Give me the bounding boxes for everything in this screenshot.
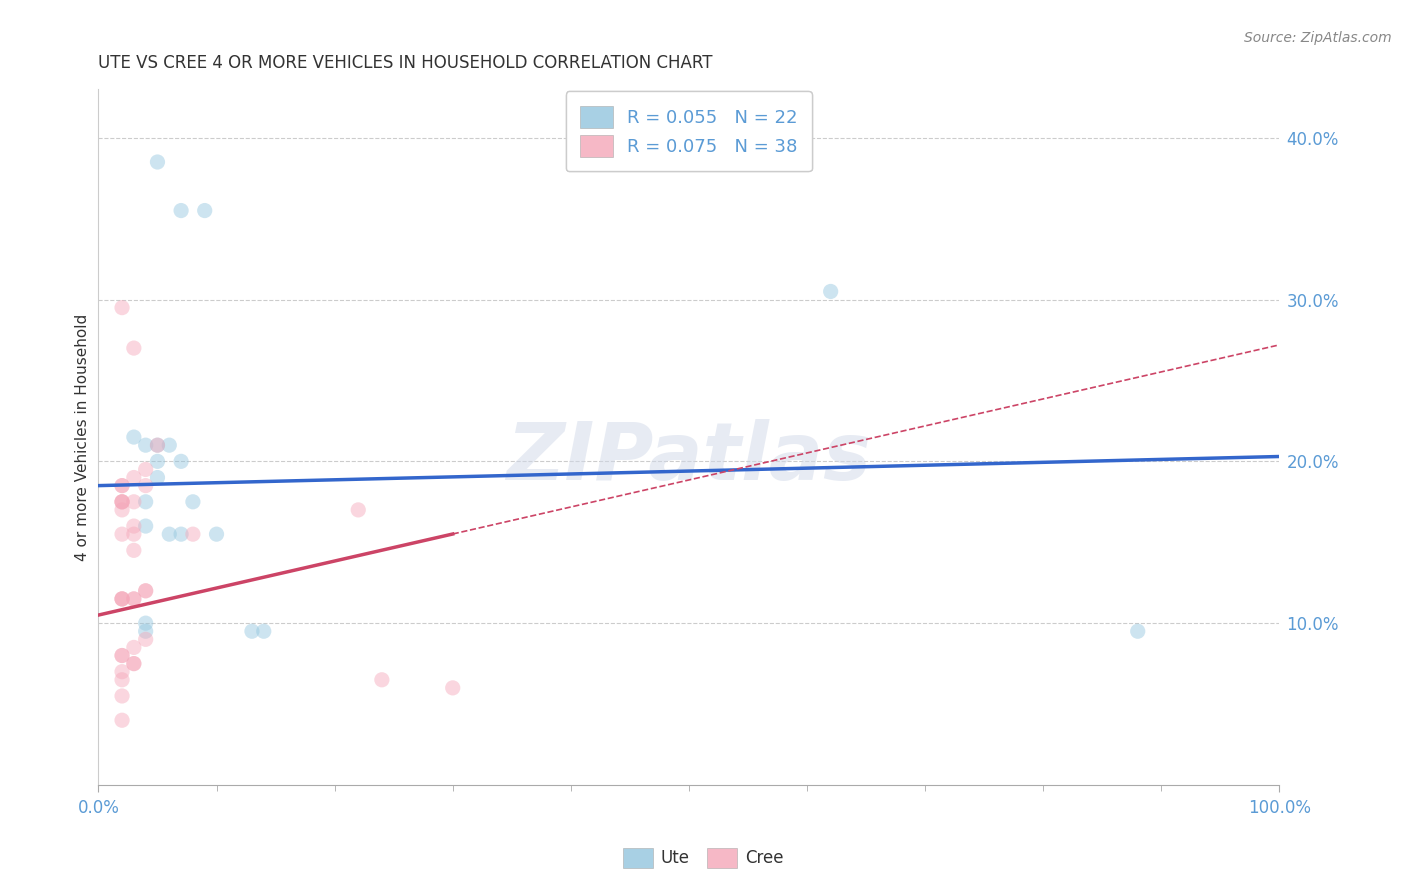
- Point: [135, 478, 157, 492]
- Point: [1126, 624, 1149, 639]
- Text: ZIPatlas: ZIPatlas: [506, 419, 872, 497]
- Point: [111, 503, 134, 517]
- Point: [122, 657, 145, 671]
- Point: [122, 495, 145, 509]
- Point: [170, 527, 193, 541]
- Point: [111, 478, 134, 492]
- Point: [122, 470, 145, 484]
- Point: [371, 673, 394, 687]
- Point: [194, 203, 217, 218]
- Text: Source: ZipAtlas.com: Source: ZipAtlas.com: [1244, 31, 1392, 45]
- Point: [181, 527, 204, 541]
- Point: [111, 495, 134, 509]
- Point: [122, 657, 145, 671]
- Point: [135, 462, 157, 476]
- Point: [135, 438, 157, 452]
- Point: [170, 203, 193, 218]
- Point: [111, 527, 134, 541]
- Point: [122, 341, 145, 355]
- Point: [205, 527, 228, 541]
- Point: [135, 632, 157, 647]
- Point: [111, 689, 134, 703]
- Legend: Ute, Cree: Ute, Cree: [616, 841, 790, 875]
- Point: [157, 527, 180, 541]
- Point: [135, 583, 157, 598]
- Point: [157, 438, 180, 452]
- Point: [122, 640, 145, 655]
- Point: [135, 616, 157, 631]
- Point: [181, 495, 204, 509]
- Point: [146, 454, 169, 468]
- Point: [122, 527, 145, 541]
- Point: [122, 591, 145, 606]
- Point: [111, 495, 134, 509]
- Y-axis label: 4 or more Vehicles in Household: 4 or more Vehicles in Household: [75, 313, 90, 561]
- Point: [111, 591, 134, 606]
- Point: [146, 438, 169, 452]
- Point: [111, 591, 134, 606]
- Point: [347, 503, 370, 517]
- Point: [146, 438, 169, 452]
- Point: [146, 155, 169, 169]
- Point: [111, 301, 134, 315]
- Point: [441, 681, 464, 695]
- Point: [820, 285, 842, 299]
- Point: [111, 713, 134, 727]
- Point: [240, 624, 263, 639]
- Point: [135, 495, 157, 509]
- Point: [111, 648, 134, 663]
- Point: [122, 543, 145, 558]
- Point: [122, 430, 145, 444]
- Point: [111, 478, 134, 492]
- Point: [122, 519, 145, 533]
- Point: [111, 665, 134, 679]
- Point: [111, 673, 134, 687]
- Point: [135, 519, 157, 533]
- Point: [253, 624, 276, 639]
- Point: [111, 591, 134, 606]
- Legend: R = 0.055   N = 22, R = 0.075   N = 38: R = 0.055 N = 22, R = 0.075 N = 38: [565, 91, 813, 171]
- Point: [146, 470, 169, 484]
- Point: [111, 495, 134, 509]
- Point: [122, 591, 145, 606]
- Point: [135, 624, 157, 639]
- Point: [170, 454, 193, 468]
- Text: UTE VS CREE 4 OR MORE VEHICLES IN HOUSEHOLD CORRELATION CHART: UTE VS CREE 4 OR MORE VEHICLES IN HOUSEH…: [98, 54, 713, 72]
- Point: [111, 648, 134, 663]
- Point: [135, 583, 157, 598]
